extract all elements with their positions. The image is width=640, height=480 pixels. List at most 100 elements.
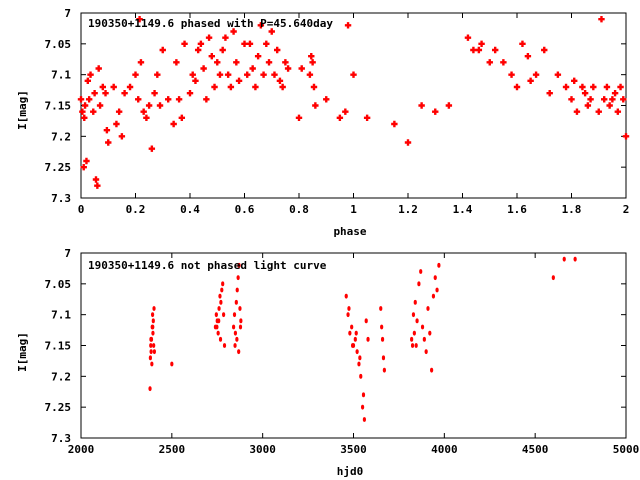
data-point xyxy=(414,343,418,348)
data-point xyxy=(136,15,143,23)
data-point xyxy=(346,312,350,318)
y-tick-label: 7 xyxy=(64,247,71,260)
data-point xyxy=(79,108,86,115)
data-point xyxy=(83,157,90,165)
data-point xyxy=(309,59,316,66)
data-point xyxy=(217,318,221,324)
data-point xyxy=(308,52,315,60)
data-point xyxy=(260,71,267,78)
y-axis-label: I[mag] xyxy=(16,332,29,372)
data-point xyxy=(353,336,357,342)
x-axis-label: hjd0 xyxy=(337,465,364,478)
data-point xyxy=(203,96,210,103)
data-point xyxy=(221,281,225,287)
data-point xyxy=(274,46,281,54)
data-point xyxy=(192,77,199,85)
data-point xyxy=(235,336,239,342)
data-point xyxy=(284,65,292,72)
data-point xyxy=(524,52,532,60)
data-point xyxy=(236,275,240,281)
y-tick-label: 7.3 xyxy=(51,432,71,445)
data-point xyxy=(342,108,349,115)
x-tick-label: 0.8 xyxy=(289,203,309,216)
data-point xyxy=(230,28,237,35)
data-point xyxy=(430,367,434,373)
data-point xyxy=(246,40,254,48)
data-point xyxy=(606,102,613,109)
data-point xyxy=(562,83,570,91)
data-point xyxy=(379,306,383,311)
data-point xyxy=(239,318,243,324)
data-point xyxy=(233,343,237,348)
data-point xyxy=(156,102,164,109)
data-point xyxy=(170,361,174,367)
data-point xyxy=(350,324,354,330)
data-point xyxy=(233,59,240,66)
data-point xyxy=(424,349,428,355)
data-point xyxy=(241,40,248,48)
data-point xyxy=(222,343,227,348)
data-point xyxy=(614,108,622,115)
chart-title: 190350+1149.6 not phased light curve xyxy=(88,259,327,272)
data-point xyxy=(508,71,515,78)
data-point xyxy=(208,52,215,60)
y-tick-label: 7.2 xyxy=(51,130,71,143)
data-point xyxy=(238,324,243,330)
data-point xyxy=(232,324,236,330)
data-point xyxy=(310,83,318,91)
data-point xyxy=(323,96,330,103)
data-point xyxy=(527,77,534,85)
data-point xyxy=(347,306,351,311)
data-point xyxy=(214,59,221,66)
data-point xyxy=(355,349,359,355)
data-point xyxy=(121,89,128,97)
x-ticks: 2000 2500 3000 3500 4000 4500 5000 xyxy=(68,253,639,456)
x-axis-label: phase xyxy=(333,225,366,238)
data-point xyxy=(145,102,153,109)
data-point xyxy=(428,330,432,336)
data-point xyxy=(410,343,415,348)
data-point xyxy=(426,306,430,311)
data-point xyxy=(431,293,436,299)
data-point xyxy=(551,275,555,281)
data-point xyxy=(254,52,262,60)
data-point xyxy=(573,256,577,262)
data-point xyxy=(445,102,453,109)
data-point xyxy=(132,71,139,78)
data-point xyxy=(126,83,134,91)
x-tick-label: 1.8 xyxy=(562,203,582,216)
data-point xyxy=(235,287,239,293)
data-point xyxy=(359,373,363,379)
y-tick-label: 7.3 xyxy=(51,192,71,205)
data-point xyxy=(464,34,472,41)
data-point xyxy=(620,96,627,103)
data-point xyxy=(432,108,439,115)
data-point xyxy=(295,114,303,122)
data-point xyxy=(590,83,597,91)
data-point xyxy=(363,114,371,122)
data-point xyxy=(234,299,238,305)
data-point xyxy=(148,386,152,392)
x-tick-label: 1 xyxy=(350,203,357,216)
data-point xyxy=(178,114,186,122)
data-point xyxy=(173,59,180,66)
data-point xyxy=(150,312,155,318)
data-point xyxy=(415,318,419,324)
data-point xyxy=(271,71,278,78)
data-point xyxy=(336,114,344,122)
data-point xyxy=(587,96,594,103)
data-point xyxy=(410,336,414,342)
data-point xyxy=(571,77,578,85)
x-tick-label: 1.4 xyxy=(453,203,473,216)
data-point xyxy=(102,89,109,97)
data-point xyxy=(238,306,242,311)
data-point xyxy=(382,367,386,373)
data-point xyxy=(257,22,265,29)
data-point xyxy=(413,299,417,305)
chart-title: 190350+1149.6 phased with P=45.640day xyxy=(88,17,333,30)
y-tick-label: 7.25 xyxy=(45,401,72,414)
y-tick-label: 7.1 xyxy=(51,69,71,82)
data-point xyxy=(237,262,241,268)
data-point xyxy=(99,83,106,91)
data-point xyxy=(579,83,586,91)
